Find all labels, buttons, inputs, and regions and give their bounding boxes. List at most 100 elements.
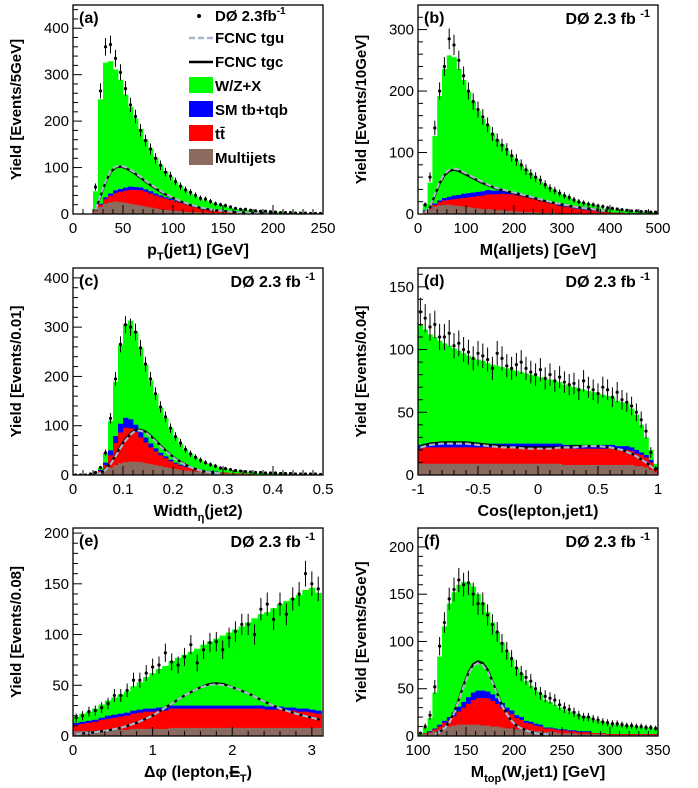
bar-wzx bbox=[138, 347, 144, 475]
bar-mj bbox=[163, 209, 169, 214]
panel-c: 0 0.1 0.2 0.3 0.4 0.5 0 100 200 300 400 Yield [Even… bbox=[8, 267, 333, 524]
bar-mj bbox=[504, 463, 510, 475]
bar-tt bbox=[523, 197, 529, 214]
bar-mj bbox=[133, 461, 139, 475]
bar-wzx bbox=[624, 403, 630, 475]
data-point bbox=[553, 189, 557, 193]
data-point bbox=[562, 706, 567, 710]
bar-mj bbox=[485, 463, 491, 475]
data-point bbox=[106, 701, 110, 706]
bar-tt bbox=[461, 447, 467, 475]
data-point bbox=[567, 195, 571, 200]
bar-tt bbox=[514, 718, 520, 736]
bar-tt bbox=[158, 197, 164, 214]
bar-tt bbox=[118, 432, 124, 475]
bar-mj bbox=[158, 466, 164, 475]
plot-frame bbox=[72, 267, 324, 476]
bar-tt bbox=[590, 448, 596, 475]
data-point bbox=[193, 193, 198, 198]
bar-wzx bbox=[93, 191, 99, 214]
bar-tt bbox=[187, 708, 195, 736]
bar-tt bbox=[270, 709, 278, 736]
data-point bbox=[173, 434, 178, 439]
bar-mj bbox=[128, 461, 134, 475]
data-point bbox=[178, 184, 183, 188]
data-point bbox=[438, 89, 442, 93]
data-point bbox=[157, 663, 161, 667]
bar-wzx bbox=[168, 660, 176, 736]
bar-wzx bbox=[509, 369, 515, 475]
bar-mj bbox=[225, 727, 233, 736]
data-point bbox=[495, 630, 499, 634]
bar-tt bbox=[193, 206, 199, 214]
bar-wzx bbox=[653, 728, 658, 736]
x-tick-label: 350 bbox=[645, 742, 670, 759]
data-point bbox=[263, 471, 268, 475]
data-point bbox=[198, 458, 203, 462]
data-point bbox=[163, 415, 168, 419]
bar-tt bbox=[451, 447, 457, 475]
bar-mj bbox=[480, 463, 486, 475]
bar-wzx bbox=[422, 329, 428, 475]
bar-mj bbox=[183, 211, 189, 214]
data-point bbox=[510, 656, 514, 661]
bar-wzx bbox=[206, 641, 214, 736]
data-points bbox=[74, 560, 320, 723]
bar-tt bbox=[586, 448, 592, 475]
data-point bbox=[447, 597, 451, 601]
bar-tt bbox=[213, 708, 220, 736]
bar-wzx bbox=[136, 682, 144, 736]
bar-mj bbox=[576, 734, 582, 736]
data-point bbox=[620, 723, 624, 727]
bar-tt bbox=[218, 210, 224, 214]
data-point bbox=[625, 724, 629, 728]
data-point bbox=[253, 470, 258, 475]
bar-tt bbox=[480, 195, 486, 214]
y-tick-label: 0 bbox=[406, 206, 414, 223]
data-point bbox=[639, 418, 643, 422]
bar-wzx bbox=[499, 144, 505, 214]
bar-wzx bbox=[437, 95, 443, 214]
bar-mj bbox=[485, 209, 491, 214]
bar-wzx bbox=[302, 589, 310, 736]
stack-mj bbox=[418, 463, 658, 475]
bar-tt bbox=[542, 728, 548, 736]
data-point bbox=[208, 199, 213, 204]
bar-mj bbox=[143, 728, 150, 736]
bar-tt bbox=[624, 449, 630, 475]
bar-tt bbox=[614, 449, 620, 475]
bar-tt bbox=[504, 711, 510, 736]
data-point bbox=[630, 724, 634, 728]
data-point bbox=[433, 126, 437, 130]
bar-tt bbox=[499, 193, 505, 214]
bar-mj bbox=[590, 734, 596, 736]
data-point bbox=[630, 209, 634, 213]
bar-mj bbox=[219, 727, 227, 736]
data-point bbox=[582, 715, 586, 719]
data-point bbox=[438, 644, 442, 648]
data-point bbox=[606, 721, 610, 725]
bar-mj bbox=[98, 729, 106, 736]
bar-mj bbox=[103, 470, 109, 475]
bar-tt bbox=[590, 210, 596, 214]
bar-mj bbox=[562, 733, 568, 736]
bar-tt bbox=[302, 711, 310, 736]
bar-mj bbox=[634, 466, 640, 475]
bar-wzx bbox=[470, 101, 476, 214]
data-point bbox=[610, 395, 615, 399]
bar-wzx bbox=[162, 665, 169, 736]
bar-wzx bbox=[153, 394, 159, 475]
bar-mj bbox=[490, 726, 496, 736]
bar-wzx bbox=[600, 394, 606, 475]
plot-area bbox=[73, 316, 323, 475]
bar-tt bbox=[148, 193, 154, 214]
data-point bbox=[644, 725, 648, 730]
bar-tt bbox=[566, 448, 572, 475]
bar-tt bbox=[466, 703, 472, 736]
bar-mj bbox=[153, 208, 159, 214]
bar-wzx bbox=[451, 592, 457, 736]
data-point bbox=[263, 209, 268, 213]
x-tick-label: -1 bbox=[411, 481, 424, 498]
bar-wzx bbox=[289, 598, 297, 736]
bar-wzx bbox=[243, 471, 249, 475]
